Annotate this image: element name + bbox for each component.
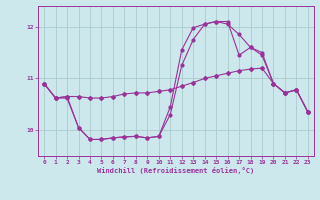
X-axis label: Windchill (Refroidissement éolien,°C): Windchill (Refroidissement éolien,°C) <box>97 167 255 174</box>
